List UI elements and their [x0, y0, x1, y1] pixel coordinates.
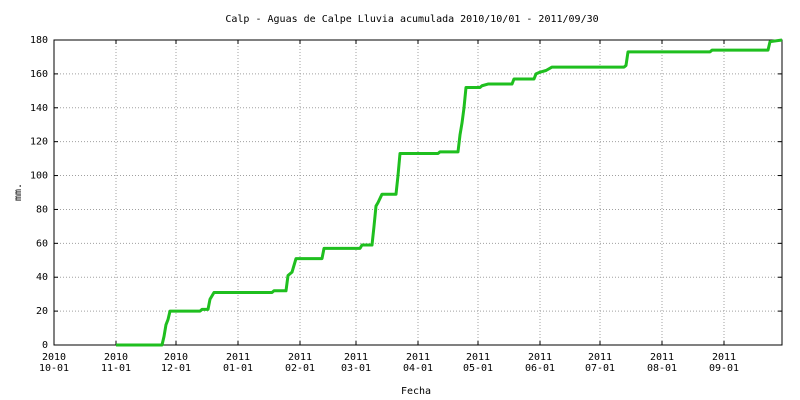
x-tick-label: 2011 01-01	[223, 352, 253, 374]
y-tick-label: 140	[30, 103, 48, 114]
x-tick-label: 2011 07-01	[585, 352, 615, 374]
data-line	[116, 38, 783, 347]
x-tick-label: 2011 06-01	[525, 352, 555, 374]
x-tick-label: 2010 12-01	[161, 352, 191, 374]
y-tick-label: 180	[30, 35, 48, 46]
x-tick-label: 2011 03-01	[341, 352, 371, 374]
x-tick-label: 2011 09-01	[709, 352, 739, 374]
x-tick-label: 2010 11-01	[101, 352, 131, 374]
x-tick-label: 2010 10-01	[39, 352, 69, 374]
chart-title: Calp - Aguas de Calpe Lluvia acumulada 2…	[225, 14, 598, 25]
y-tick-label: 40	[36, 272, 48, 283]
y-tick-label: 80	[36, 204, 48, 215]
plot-border	[53, 39, 783, 346]
x-axis-label: Fecha	[401, 386, 431, 397]
x-tick-label: 2011 04-01	[403, 352, 433, 374]
y-tick-label: 120	[30, 137, 48, 148]
x-tick-label: 2011 05-01	[463, 352, 493, 374]
y-tick-label: 100	[30, 171, 48, 182]
x-tick-label: 2011 02-01	[285, 352, 315, 374]
y-tick-label: 60	[36, 238, 48, 249]
y-axis-label: mm.	[13, 183, 24, 201]
y-tick-label: 160	[30, 69, 48, 80]
x-tick-label: 2011 08-01	[647, 352, 677, 374]
y-tick-label: 0	[42, 340, 48, 351]
y-tick-label: 20	[36, 306, 48, 317]
